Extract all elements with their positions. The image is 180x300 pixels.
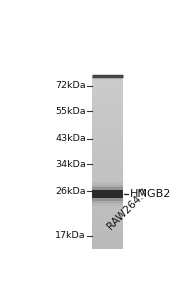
Bar xyxy=(92,187,123,201)
Text: 34kDa: 34kDa xyxy=(55,160,86,169)
Text: 43kDa: 43kDa xyxy=(55,134,86,143)
Bar xyxy=(92,185,123,203)
Bar xyxy=(92,182,123,206)
Text: 26kDa: 26kDa xyxy=(55,187,86,196)
Text: 72kDa: 72kDa xyxy=(55,81,86,90)
Text: 17kDa: 17kDa xyxy=(55,231,86,240)
Bar xyxy=(92,190,123,198)
Text: HMGB2: HMGB2 xyxy=(130,189,171,199)
Text: RAW264.7: RAW264.7 xyxy=(105,186,150,231)
Text: 55kDa: 55kDa xyxy=(55,106,86,116)
